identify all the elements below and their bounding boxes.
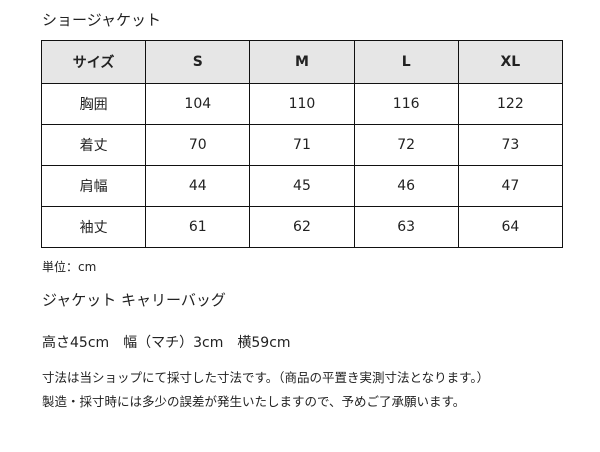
table-cell: 47 — [457, 165, 564, 207]
table-cell: 44 — [145, 165, 251, 207]
table-cell: 61 — [145, 206, 251, 248]
table-row: 袖丈 61 62 63 64 — [40, 206, 564, 248]
row-label: 胸囲 — [40, 83, 147, 125]
size-table: サイズ S M L XL 胸囲 104 110 116 122 着丈 70 71 72 73 肩幅 4… — [40, 40, 564, 248]
bag-title: ジャケット キャリーバッグ — [42, 291, 226, 309]
row-label: 袖丈 — [40, 206, 147, 248]
table-cell: 46 — [353, 165, 459, 207]
header-cell: XL — [457, 40, 564, 84]
product-title: ショージャケット — [42, 11, 161, 29]
table-cell: 62 — [249, 206, 355, 248]
row-label: 肩幅 — [40, 165, 147, 207]
table-row: 着丈 70 71 72 73 — [40, 124, 564, 166]
table-row: 胸囲 104 110 116 122 — [40, 83, 564, 125]
table-cell: 73 — [457, 124, 564, 166]
header-cell: L — [353, 40, 459, 84]
unit-label: 単位：cm — [42, 260, 97, 274]
bag-dimensions: 高さ45cm 幅（マチ）3cm 横59cm — [42, 335, 291, 351]
row-label: 着丈 — [40, 124, 147, 166]
table-header-row: サイズ S M L XL — [40, 40, 564, 84]
note-measurement: 寸法は当ショップにて採寸した寸法です。（商品の平置き実測寸法となります。） — [42, 370, 490, 385]
table-cell: 116 — [353, 83, 459, 125]
table-cell: 63 — [353, 206, 459, 248]
header-cell: サイズ — [40, 40, 147, 84]
table-cell: 72 — [353, 124, 459, 166]
table-cell: 45 — [249, 165, 355, 207]
table-cell: 122 — [457, 83, 564, 125]
table-cell: 110 — [249, 83, 355, 125]
table-cell: 104 — [145, 83, 251, 125]
table-cell: 71 — [249, 124, 355, 166]
table-cell: 64 — [457, 206, 564, 248]
header-cell: M — [249, 40, 355, 84]
table-row: 肩幅 44 45 46 47 — [40, 165, 564, 207]
header-cell: S — [145, 40, 251, 84]
note-tolerance: 製造・採寸時には多少の誤差が発生いたしますので、予めご了承願います。 — [42, 394, 466, 409]
table-cell: 70 — [145, 124, 251, 166]
